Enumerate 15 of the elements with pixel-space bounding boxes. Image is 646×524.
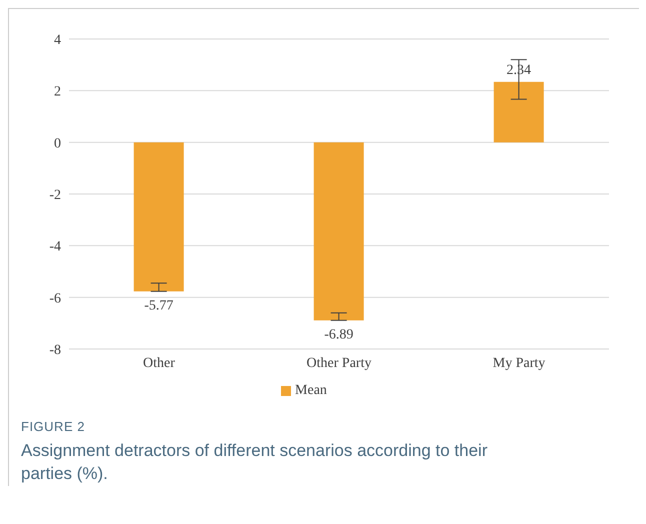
x-tick-label: Other xyxy=(143,356,176,371)
y-tick-label: 4 xyxy=(54,32,61,48)
x-tick-label: Other Party xyxy=(306,356,372,371)
y-tick-label: -4 xyxy=(49,240,61,255)
y-tick-label: 0 xyxy=(54,136,61,152)
y-tick-label: 2 xyxy=(54,84,61,100)
text: FIGURE 2 xyxy=(21,419,86,434)
y-tick-label: -8 xyxy=(49,342,61,358)
data-label: -5.77 xyxy=(144,298,174,314)
data-label: -6.89 xyxy=(324,327,354,342)
legend-label: Mean xyxy=(295,383,327,398)
x-tick-label: My Party xyxy=(492,356,546,371)
y-tick-label: -2 xyxy=(49,188,61,203)
y-tick-label: -6 xyxy=(49,291,61,306)
text: Assignment detractors of different scenarios according to their parties (%). xyxy=(21,440,488,485)
